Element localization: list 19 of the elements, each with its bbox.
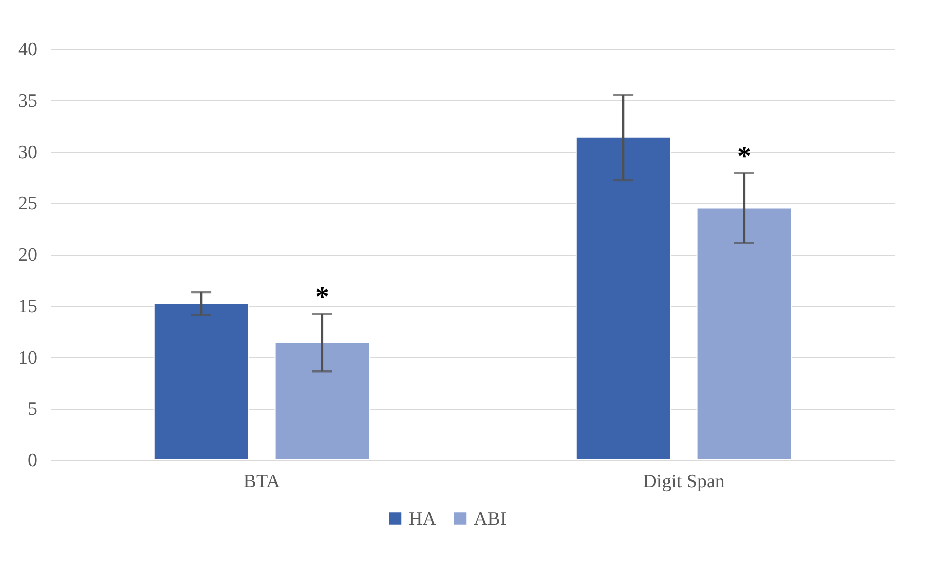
y-tick-label: 20 [18,245,38,266]
bar [274,342,370,460]
y-tick-label: 35 [18,90,38,112]
bar [696,208,792,460]
y-tick-label: 30 [18,142,38,164]
y-tick-label: 40 [18,40,38,60]
x-tick-label: Digit Span [643,472,726,492]
bar [576,136,672,460]
x-tick-label: BTA [244,472,281,492]
y-tick-label: 5 [28,399,38,420]
y-tick-label: 15 [18,296,38,318]
y-tick-label: 10 [18,348,38,369]
y-tick-label: 0 [28,450,38,472]
annotation: * [737,141,752,172]
annotation: * [315,282,330,314]
y-tick-label: 25 [18,194,38,215]
legend-label: HA [409,508,437,530]
bar [154,303,250,460]
legend-label: ABI [474,508,507,530]
